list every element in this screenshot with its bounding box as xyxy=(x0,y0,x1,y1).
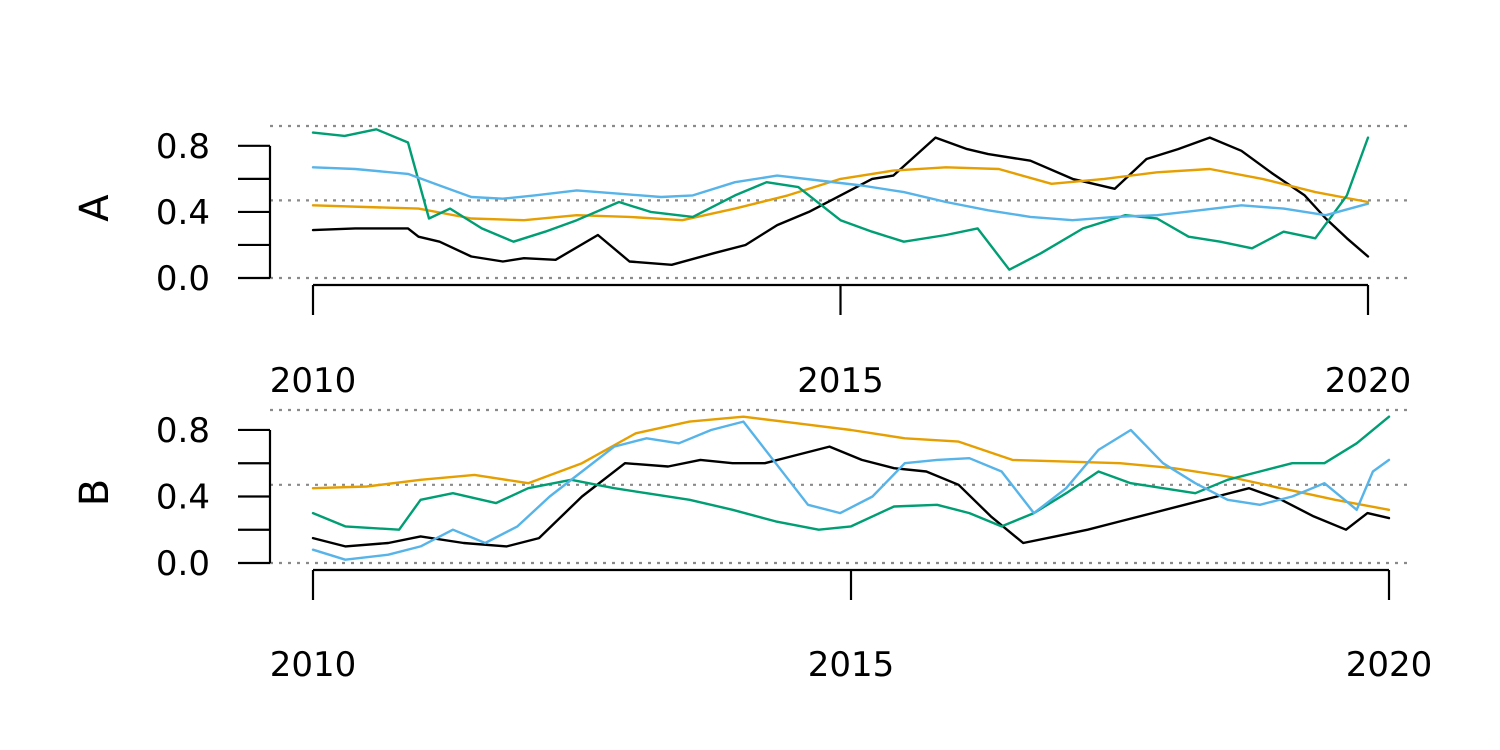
series-line-3 xyxy=(311,128,1370,271)
x-tick-label: 2015 xyxy=(797,361,884,401)
series-line-3 xyxy=(311,415,1391,531)
x-tick-label: 2010 xyxy=(270,361,357,401)
y-tick-label: 0.4 xyxy=(156,477,210,517)
y-tick-label: 0.8 xyxy=(156,127,210,167)
chart-panel-b: 0.0 0.4 0.8 B 2010 2015 2020 xyxy=(72,408,1433,685)
panel-label: A xyxy=(72,194,118,222)
series-line-1 xyxy=(311,136,1370,266)
x-tick-label: 2020 xyxy=(1325,361,1412,401)
series-line-2 xyxy=(311,166,1370,222)
x-tick-label: 2010 xyxy=(270,645,357,685)
y-tick-label: 0.0 xyxy=(156,544,210,584)
y-tick-label: 0.8 xyxy=(156,411,210,451)
y-tick-label: 0.0 xyxy=(156,259,210,299)
x-tick-label: 2020 xyxy=(1346,645,1433,685)
chart-panel-a: 0.0 0.4 0.8 A 2010 2015 2020 xyxy=(72,124,1412,401)
series-line-1 xyxy=(311,445,1391,548)
panel-label: B xyxy=(72,479,118,506)
series-line-4 xyxy=(311,166,1370,222)
y-tick-label: 0.4 xyxy=(156,193,210,233)
x-tick-label: 2015 xyxy=(808,645,895,685)
series-line-2 xyxy=(311,415,1391,511)
series-line-4 xyxy=(311,420,1391,561)
